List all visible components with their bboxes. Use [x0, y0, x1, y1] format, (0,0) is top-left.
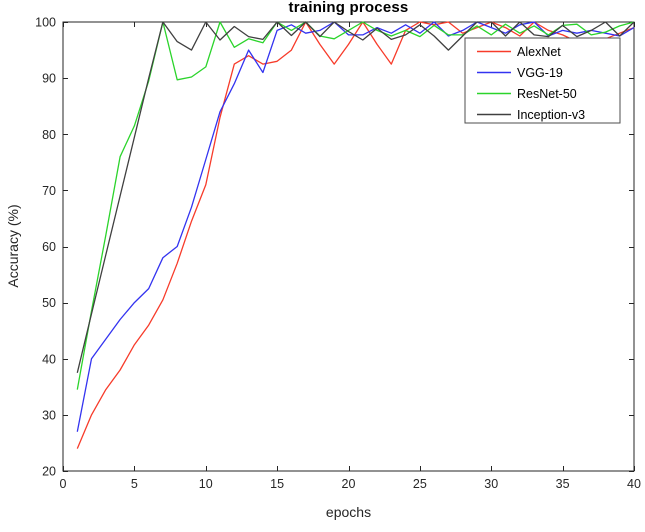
x-axis-label: epochs: [325, 504, 372, 520]
plot-border: [62, 21, 635, 472]
y-tick-label-50: 50: [42, 296, 56, 310]
x-tick-label-35: 35: [556, 477, 570, 491]
y-tick-label-80: 80: [42, 128, 56, 142]
series-line-resnet-50: [76, 21, 635, 390]
x-tick-label-15: 15: [270, 477, 284, 491]
legend-label-vgg-19: VGG-19: [517, 66, 563, 80]
legend-label-inception-v3: Inception-v3: [517, 108, 585, 122]
x-tick-label-5: 5: [131, 477, 138, 491]
legend-label-alexnet: AlexNet: [517, 45, 561, 59]
x-tick-label-10: 10: [199, 477, 213, 491]
y-tick-label-70: 70: [42, 184, 56, 198]
x-tick-label-0: 0: [60, 477, 67, 491]
y-tick-label-30: 30: [42, 408, 56, 422]
series-line-inception-v3: [76, 21, 635, 373]
legend-box: [464, 37, 621, 124]
series-line-alexnet: [76, 21, 635, 449]
chart-title: training process: [288, 0, 409, 16]
y-axis-label: Accuracy (%): [5, 204, 21, 288]
y-tick-label-40: 40: [42, 352, 56, 366]
x-tick-label-40: 40: [627, 477, 641, 491]
y-tick-label-100: 100: [35, 16, 56, 30]
y-tick-label-90: 90: [42, 72, 56, 86]
legend-label-resnet-50: ResNet-50: [517, 87, 577, 101]
x-tick-label-20: 20: [342, 477, 356, 491]
series-line-vgg-19: [76, 21, 635, 432]
y-tick-label-20: 20: [42, 465, 56, 479]
y-tick-label-60: 60: [42, 240, 56, 254]
x-tick-label-25: 25: [413, 477, 427, 491]
x-tick-label-30: 30: [484, 477, 498, 491]
